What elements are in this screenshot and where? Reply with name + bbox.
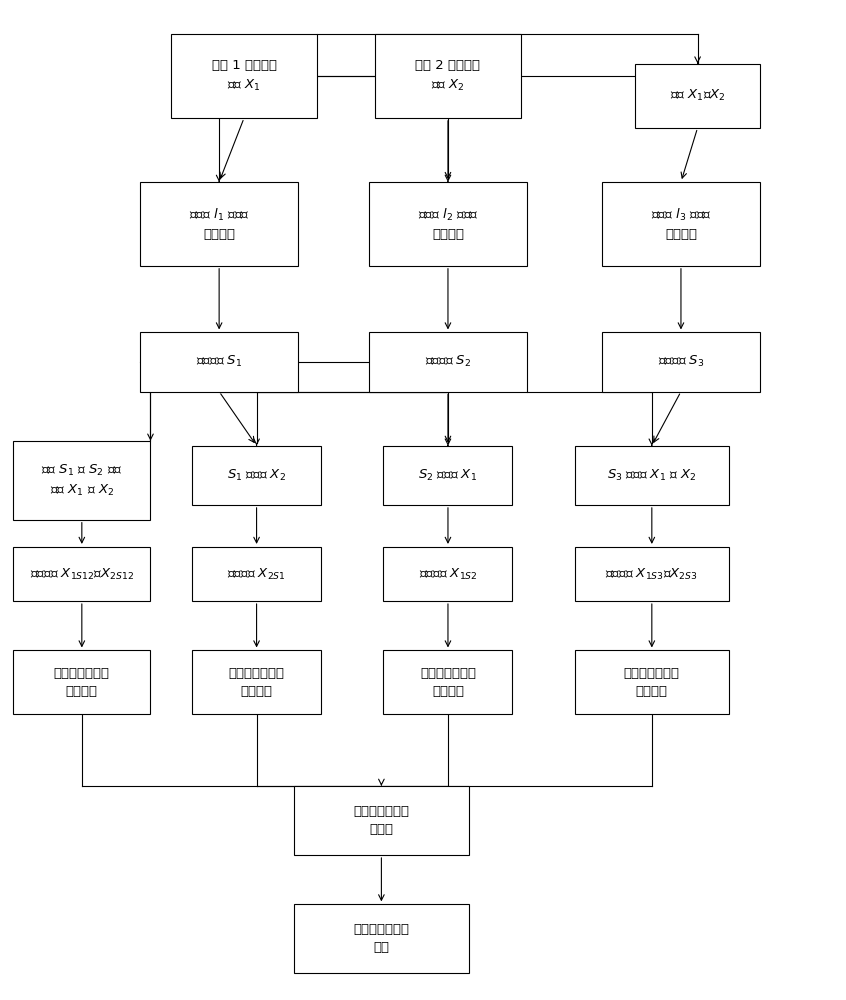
FancyBboxPatch shape [602,332,760,392]
FancyBboxPatch shape [575,446,728,505]
FancyBboxPatch shape [294,904,469,973]
Text: $S_2$ 叠置到 $X_1$: $S_2$ 叠置到 $X_1$ [419,468,477,483]
FancyBboxPatch shape [192,547,321,601]
Text: $S_1$ 叠置到 $X_2$: $S_1$ 叠置到 $X_2$ [227,468,286,483]
FancyBboxPatch shape [171,34,317,118]
FancyBboxPatch shape [369,182,527,266]
FancyBboxPatch shape [14,441,151,520]
Text: 分割影像 $X_{2S1}$: 分割影像 $X_{2S1}$ [228,566,286,582]
Text: 时相 1 高分辨率
影像 $X_1$: 时相 1 高分辨率 影像 $X_1$ [212,59,277,93]
FancyBboxPatch shape [294,786,469,855]
Text: 分割影像 $S_2$: 分割影像 $S_2$ [425,354,471,369]
Text: 分割影像 $S_3$: 分割影像 $S_3$ [657,354,704,369]
Text: 分割影像 $X_{1S2}$: 分割影像 $X_{1S2}$ [419,566,477,582]
Text: 基于卡方分布的
变化检测: 基于卡方分布的 变化检测 [624,667,680,698]
FancyBboxPatch shape [369,332,527,392]
Text: 基于投票法的变
化检测: 基于投票法的变 化检测 [354,805,409,836]
FancyBboxPatch shape [14,650,151,714]
FancyBboxPatch shape [383,547,513,601]
Text: 基于卡方分布的
变化检测: 基于卡方分布的 变化检测 [420,667,476,698]
FancyBboxPatch shape [14,547,151,601]
FancyBboxPatch shape [635,64,760,128]
Text: $S_3$ 叠置到 $X_1$ 和 $X_2$: $S_3$ 叠置到 $X_1$ 和 $X_2$ [607,468,696,483]
FancyBboxPatch shape [602,182,760,266]
Text: 组合 $S_1$ 和 $S_2$ 并叠
置到 $X_1$ 和 $X_2$: 组合 $S_1$ 和 $S_2$ 并叠 置到 $X_1$ 和 $X_2$ [41,462,123,498]
FancyBboxPatch shape [383,446,513,505]
FancyBboxPatch shape [192,650,321,714]
Text: 分割影像 $X_{1S12}$和$X_{2S12}$: 分割影像 $X_{1S12}$和$X_{2S12}$ [30,566,134,582]
Text: 分割影像 $S_1$: 分割影像 $S_1$ [196,354,242,369]
Text: 在尺度 $l_1$ 下多分
辨率分割: 在尺度 $l_1$ 下多分 辨率分割 [189,207,250,241]
Text: 在尺度 $l_2$ 下多分
辨率分割: 在尺度 $l_2$ 下多分 辨率分割 [418,207,478,241]
Text: 基于卡方分布的
变化检测: 基于卡方分布的 变化检测 [228,667,284,698]
FancyBboxPatch shape [575,547,728,601]
FancyBboxPatch shape [375,34,521,118]
FancyBboxPatch shape [140,332,298,392]
Text: 最终的变化检测
结果: 最终的变化检测 结果 [354,923,409,954]
Text: 分割影像 $X_{1S3}$和$X_{2S3}$: 分割影像 $X_{1S3}$和$X_{2S3}$ [606,566,698,582]
Text: 时相 2 高分辨率
影像 $X_2$: 时相 2 高分辨率 影像 $X_2$ [415,59,481,93]
Text: 在尺度 $l_3$ 下多分
辨率分割: 在尺度 $l_3$ 下多分 辨率分割 [651,207,711,241]
FancyBboxPatch shape [192,446,321,505]
Text: 基于卡方分布的
变化检测: 基于卡方分布的 变化检测 [54,667,110,698]
FancyBboxPatch shape [383,650,513,714]
FancyBboxPatch shape [140,182,298,266]
Text: 组合 $X_1$和$X_2$: 组合 $X_1$和$X_2$ [670,88,725,103]
FancyBboxPatch shape [575,650,728,714]
